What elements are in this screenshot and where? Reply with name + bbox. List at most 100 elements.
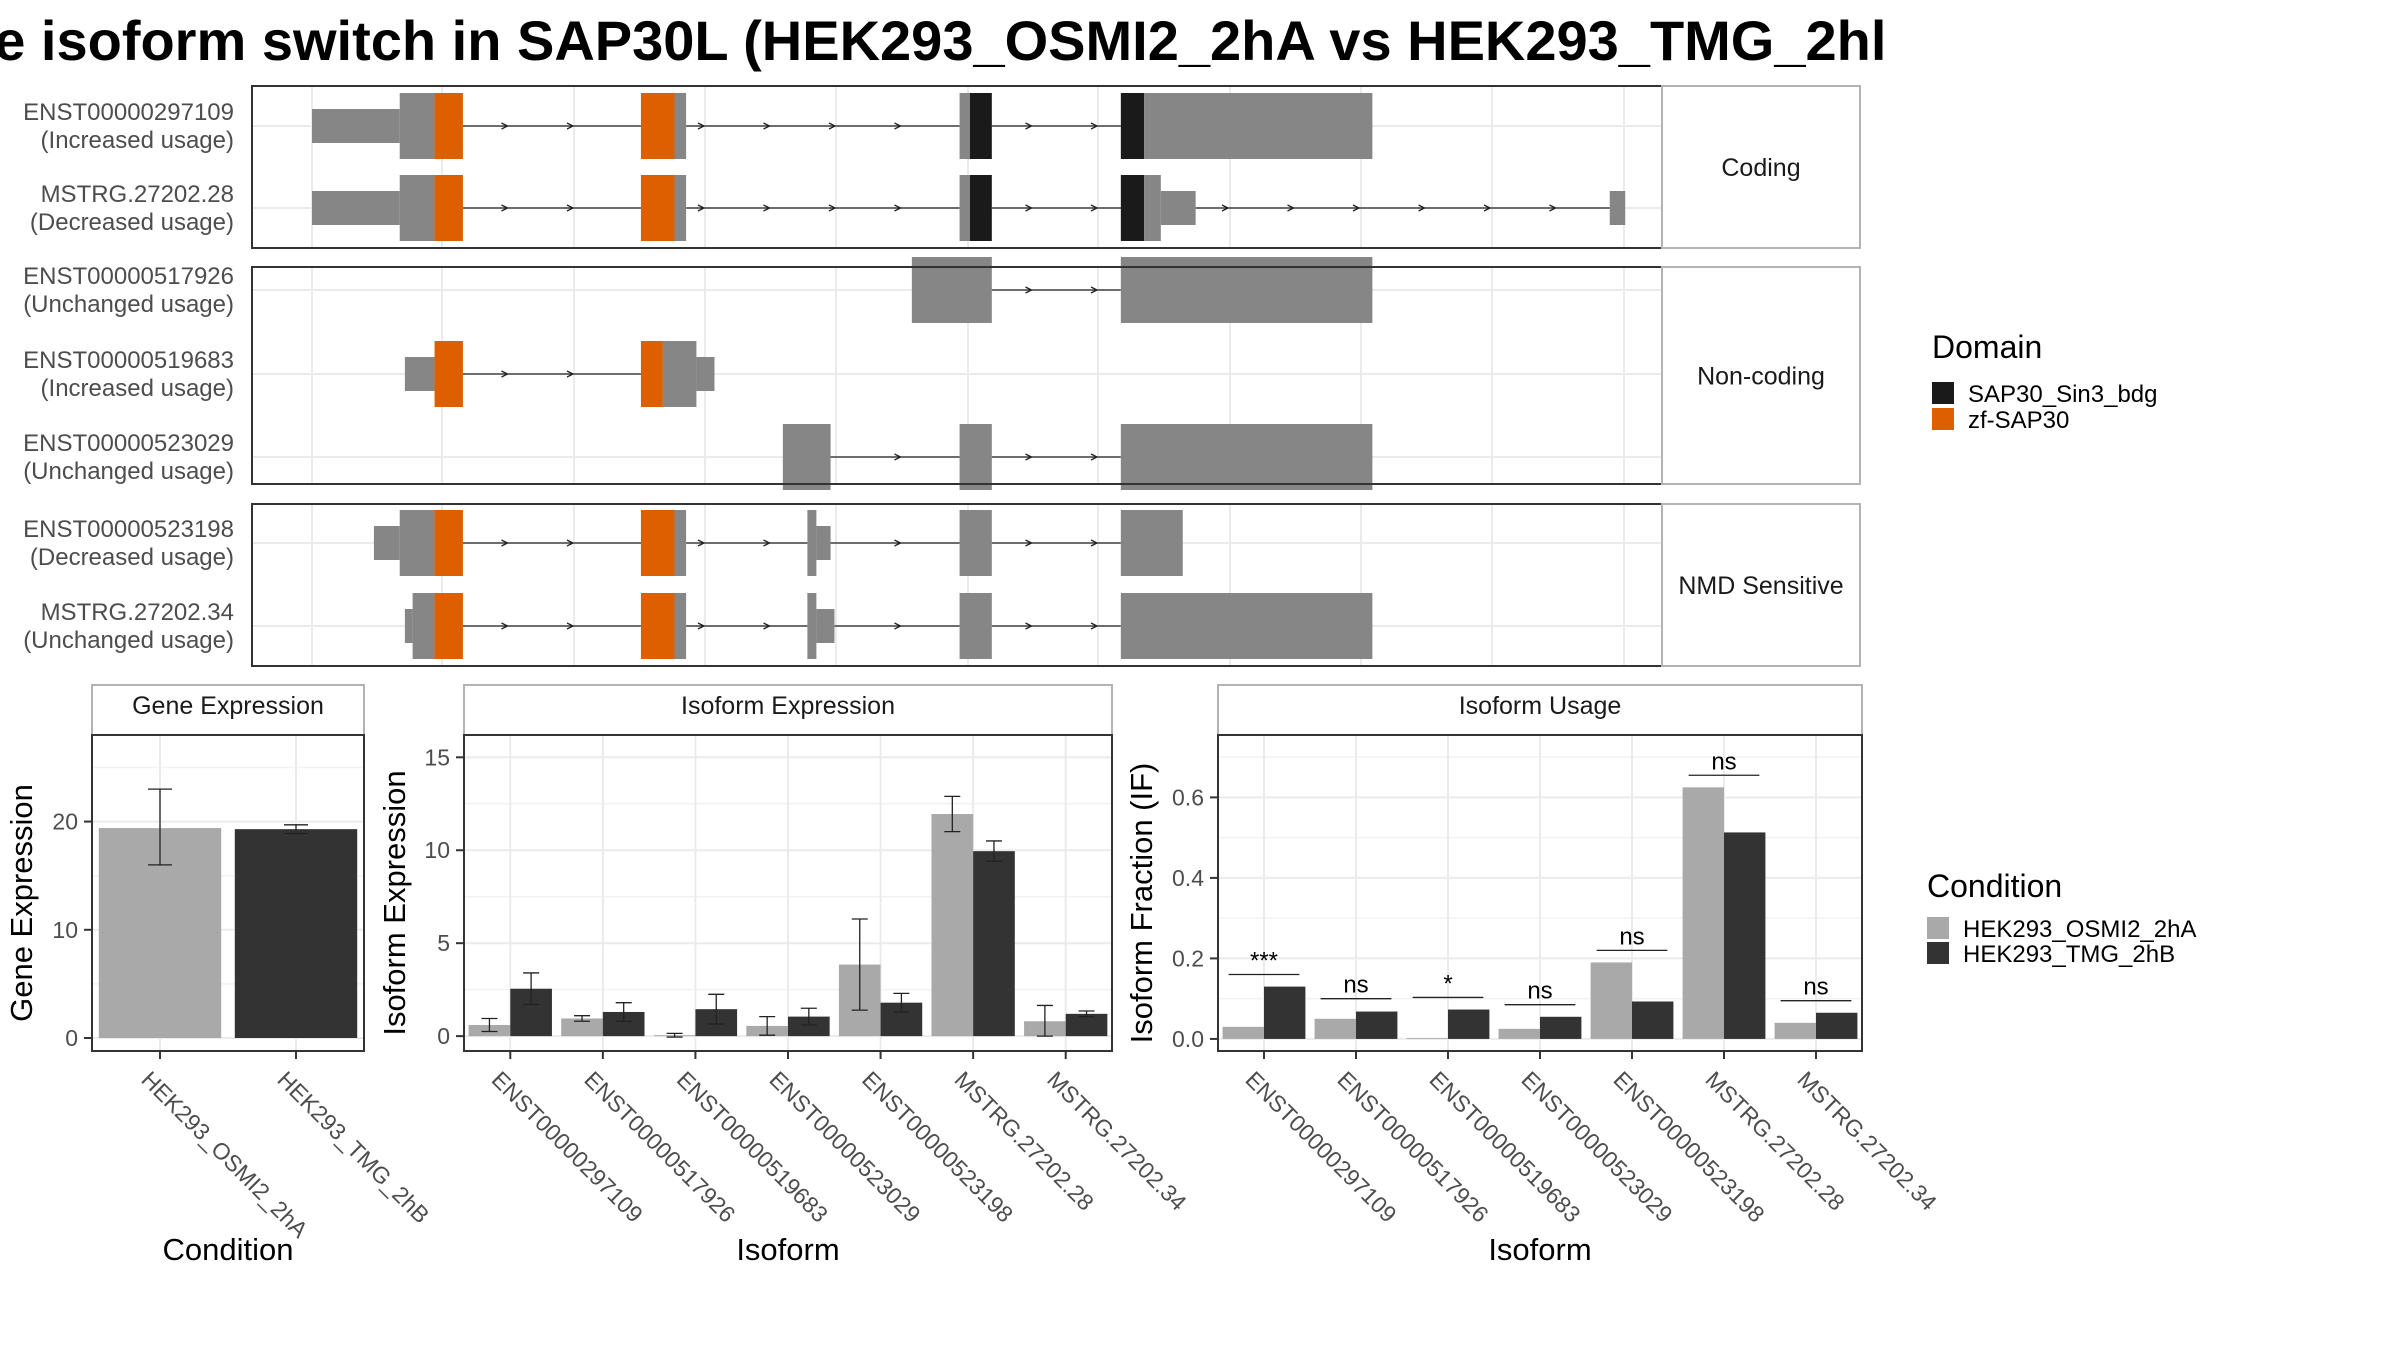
- figure-title: ne isoform switch in SAP30L (HEK293_OSMI…: [0, 9, 1887, 72]
- x-tick-label: ENST00000517926: [579, 1066, 740, 1227]
- legend-key-osmi2: [1927, 917, 1949, 939]
- significance-label: ns: [1343, 972, 1368, 999]
- exon: [959, 175, 970, 241]
- y-tick-label: 0: [437, 1023, 450, 1049]
- y-tick-label: 0: [65, 1025, 78, 1051]
- chart-title: Gene Expression: [132, 692, 324, 720]
- legend-label-tmg: HEK293_TMG_2hB: [1963, 941, 2175, 968]
- bar-enst00000523029-hek293-osmi2-2ha: [1498, 1028, 1540, 1039]
- intron-arrow: [1025, 286, 1033, 294]
- zf-sap30-domain: [640, 341, 663, 407]
- x-tick-label: ENST00000297109: [1240, 1066, 1401, 1227]
- sap30-sin3-bdg-domain: [969, 93, 992, 159]
- chart-panel-border: [91, 734, 365, 1052]
- isoform-usage: (Increased usage): [41, 127, 234, 154]
- structure-panel-nmd-sensitive: ENST00000523198 (Decreased usage) MSTRG.27…: [23, 503, 1663, 667]
- x-tick-label: ENST00000519683: [1424, 1066, 1585, 1227]
- chart-strip: [463, 684, 1113, 736]
- zf-sap30-domain: [434, 93, 463, 159]
- isoform-label-enst00000297109: ENST00000297109 (Increased usage): [23, 99, 234, 154]
- x-tick-label: ENST00000523198: [857, 1066, 1018, 1227]
- strip-label: NMD Sensitive: [1678, 572, 1843, 600]
- intron-arrow: [1352, 204, 1361, 212]
- isoform-label-mstrg-27202-28: MSTRG.27202.28 (Decreased usage): [30, 181, 234, 236]
- utr-exon: [696, 357, 715, 391]
- isoform-structure-plot: ENST00000297109 (Increased usage) MSTRG.27…: [23, 85, 1663, 667]
- bar-mstrg-27202-28-hek293-osmi2-2ha: [1682, 787, 1724, 1039]
- zf-sap30-domain: [434, 175, 463, 241]
- zf-sap30-domain: [640, 593, 675, 659]
- bar-enst00000523198-hek293-tmg-2hb: [1632, 1001, 1674, 1039]
- exon: [674, 593, 687, 659]
- significance-label: ns: [1619, 923, 1644, 950]
- utr-exon: [1160, 191, 1196, 225]
- intron-arrow: [566, 122, 575, 130]
- exon: [959, 424, 992, 490]
- intron-arrow: [1221, 204, 1230, 212]
- zf-sap30-domain: [434, 510, 463, 576]
- isoform-name: ENST00000297109: [23, 99, 234, 126]
- intron-arrow: [894, 204, 902, 212]
- significance-label: ns: [1527, 978, 1552, 1005]
- strip-label: Coding: [1721, 154, 1800, 182]
- bar-enst00000523029-hek293-tmg-2hb: [1540, 1016, 1582, 1039]
- intron-arrow: [1090, 622, 1099, 630]
- isoform-row-mstrg-27202-34: MSTRG.27202.34 (Unchanged usage): [23, 593, 1373, 659]
- isoform-label-enst00000517926: ENST00000517926 (Unchanged usage): [23, 263, 234, 318]
- x-tick-label: ENST00000523198: [1608, 1066, 1769, 1227]
- condition-legend: Condition HEK293_OSMI2_2hA HEK293_TMG_2h…: [1927, 868, 2196, 968]
- bar-mstrg-27202-34-hek293-tmg-2hb: [1065, 1013, 1108, 1037]
- isoform-name: MSTRG.27202.34: [41, 599, 234, 626]
- intron-arrow: [566, 204, 575, 212]
- intron-arrow: [894, 453, 902, 461]
- bar-mstrg-27202-28-hek293-tmg-2hb: [973, 851, 1015, 1037]
- utr-exon: [404, 609, 413, 643]
- y-tick-label: 10: [424, 837, 450, 863]
- legend-label-osmi2: HEK293_OSMI2_2hA: [1963, 916, 2196, 943]
- y-tick-label: 5: [437, 930, 450, 956]
- bar-hek293-tmg-2hb: [234, 829, 358, 1039]
- intron-arrow: [1418, 204, 1426, 212]
- sap30-sin3-bdg-domain: [1120, 175, 1145, 241]
- significance-label: ns: [1803, 974, 1828, 1001]
- isoform-row-enst00000523029: ENST00000523029 (Unchanged usage): [23, 424, 1373, 490]
- y-axis-title: Isoform Fraction (IF): [1124, 763, 1159, 1044]
- intron-arrow: [894, 622, 902, 630]
- x-tick-label: ENST00000523029: [764, 1066, 925, 1227]
- y-axis-title: Isoform Expression: [377, 770, 412, 1035]
- bar-mstrg-27202-28-hek293-osmi2-2ha: [931, 814, 974, 1037]
- isoform-label-enst00000523198: ENST00000523198 (Decreased usage): [23, 516, 234, 571]
- structure-panel-border: [251, 85, 1663, 249]
- exon: [959, 510, 992, 576]
- structure-panel-border: [251, 503, 1663, 667]
- x-tick-label: ENST00000523029: [1516, 1066, 1677, 1227]
- intron-arrow: [1090, 286, 1099, 294]
- domain-legend: Domain SAP30_Sin3_bdg zf-SAP30: [1932, 329, 2158, 434]
- intron-arrow: [566, 622, 575, 630]
- intron-arrow: [501, 122, 509, 130]
- utr-exon: [816, 609, 835, 643]
- expression-charts: Gene Expression01020HEK293_OSMI2_2hAHEK2…: [4, 684, 1942, 1267]
- exon: [1120, 424, 1373, 490]
- legend-label-zf-sap30: zf-SAP30: [1968, 407, 2069, 434]
- isoform-name: MSTRG.27202.28: [41, 181, 234, 208]
- zf-sap30-domain: [434, 593, 463, 659]
- intron-arrow: [763, 122, 771, 130]
- bar-enst00000519683-hek293-osmi2-2ha: [1406, 1038, 1448, 1039]
- intron-arrow: [1025, 122, 1033, 130]
- bar-mstrg-27202-34-hek293-tmg-2hb: [1816, 1012, 1858, 1039]
- intron-arrow: [1549, 204, 1557, 212]
- strip-label: Non-coding: [1697, 363, 1825, 391]
- exon: [807, 510, 817, 576]
- exon: [1144, 175, 1161, 241]
- chart-gene-expression: Gene Expression01020HEK293_OSMI2_2hAHEK2…: [4, 684, 435, 1267]
- isoform-row-mstrg-27202-28: MSTRG.27202.28 (Decreased usage): [30, 175, 1626, 241]
- utr-exon: [373, 526, 400, 560]
- intron-arrow: [1025, 539, 1033, 547]
- intron-arrow: [1025, 453, 1033, 461]
- intron-arrow: [763, 539, 771, 547]
- condition-legend-title: Condition: [1927, 868, 2062, 904]
- intron-arrow: [566, 370, 575, 378]
- chart-title: Isoform Expression: [681, 692, 895, 720]
